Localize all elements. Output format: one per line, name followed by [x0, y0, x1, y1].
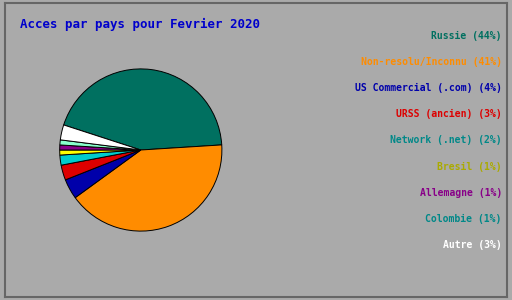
Text: URSS (ancien) (3%): URSS (ancien) (3%): [396, 109, 502, 119]
Text: Colombie (1%): Colombie (1%): [425, 214, 502, 224]
Text: Non-resolu/Inconnu (41%): Non-resolu/Inconnu (41%): [361, 57, 502, 67]
Wedge shape: [63, 69, 222, 150]
Wedge shape: [66, 150, 141, 198]
Text: Russie (44%): Russie (44%): [431, 31, 502, 41]
Text: Network (.net) (2%): Network (.net) (2%): [390, 135, 502, 146]
Wedge shape: [60, 145, 141, 150]
Wedge shape: [60, 150, 141, 165]
Wedge shape: [61, 150, 141, 180]
Text: US Commercial (.com) (4%): US Commercial (.com) (4%): [355, 83, 502, 93]
Text: Acces par pays pour Fevrier 2020: Acces par pays pour Fevrier 2020: [20, 18, 261, 31]
Wedge shape: [60, 150, 141, 155]
Text: Autre (3%): Autre (3%): [443, 240, 502, 250]
Text: Bresil (1%): Bresil (1%): [437, 161, 502, 172]
Wedge shape: [60, 125, 141, 150]
Wedge shape: [75, 145, 222, 231]
Text: Allemagne (1%): Allemagne (1%): [419, 188, 502, 198]
Wedge shape: [60, 140, 141, 150]
